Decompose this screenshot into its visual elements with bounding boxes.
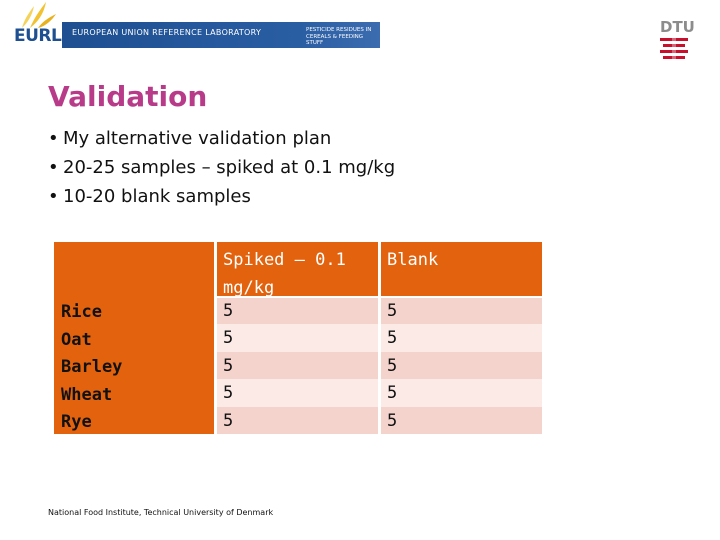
table-cell: 5 (380, 297, 542, 324)
table-cell: 5 (380, 379, 542, 407)
bullet-text: 10-20 blank samples (63, 186, 251, 207)
header-banner (0, 22, 380, 48)
table-header-empty (54, 242, 216, 297)
header-spiked-line2: mg/kg (223, 278, 275, 298)
table-cell: 5 (216, 324, 380, 352)
row-label: Barley (61, 357, 123, 377)
row-label-column: Rice Oat Barley Wheat Rye (54, 297, 216, 434)
bullet-text: 20-25 samples – spiked at 0.1 mg/kg (63, 157, 396, 178)
dtu-bars-icon (660, 38, 688, 59)
banner-subtitle: PESTICIDE RESIDUES IN CEREALS & FEEDING … (306, 27, 372, 46)
bullet-item: • My alternative validation plan (48, 124, 395, 153)
table-cell: 5 (380, 324, 542, 352)
bullet-text: My alternative validation plan (63, 128, 332, 149)
table-header-blank: Blank (380, 242, 542, 297)
dtu-logo-text: DTU (660, 18, 695, 36)
banner-title: EUROPEAN UNION REFERENCE LABORATORY (72, 28, 262, 37)
column-divider (214, 242, 217, 434)
header-spiked-line1: Spiked – 0.1 (223, 250, 346, 270)
table-cell: 5 (216, 352, 380, 379)
bullet-list: • My alternative validation plan • 20-25 s… (48, 124, 395, 211)
slide-title: Validation (48, 80, 208, 113)
row-label: Wheat (61, 384, 113, 405)
bullet-dot-icon: • (48, 186, 59, 207)
table-cell: 5 (380, 352, 542, 379)
row-label: Rice (61, 302, 102, 322)
column-divider (378, 242, 381, 434)
eurl-logo-text: EURL (14, 26, 62, 46)
row-label: Rye (61, 412, 92, 432)
table-cell: 5 (216, 407, 380, 434)
bullet-item: • 20-25 samples – spiked at 0.1 mg/kg (48, 153, 395, 182)
table-cell: 5 (216, 297, 380, 324)
table-header-spiked: Spiked – 0.1 mg/kg (216, 242, 380, 298)
table-cell: 5 (216, 379, 380, 407)
row-label: Oat (61, 329, 92, 350)
bullet-dot-icon: • (48, 157, 59, 178)
bullet-dot-icon: • (48, 128, 59, 149)
table-cell: 5 (380, 407, 542, 434)
footer-text: National Food Institute, Technical Unive… (48, 508, 274, 517)
wheat-leaf-icon (22, 2, 56, 28)
dtu-logo: DTU (656, 16, 695, 66)
row-divider (214, 296, 542, 298)
eurl-logo: EURL (0, 0, 68, 50)
bullet-item: • 10-20 blank samples (48, 182, 395, 211)
header-blank: Blank (387, 250, 439, 270)
